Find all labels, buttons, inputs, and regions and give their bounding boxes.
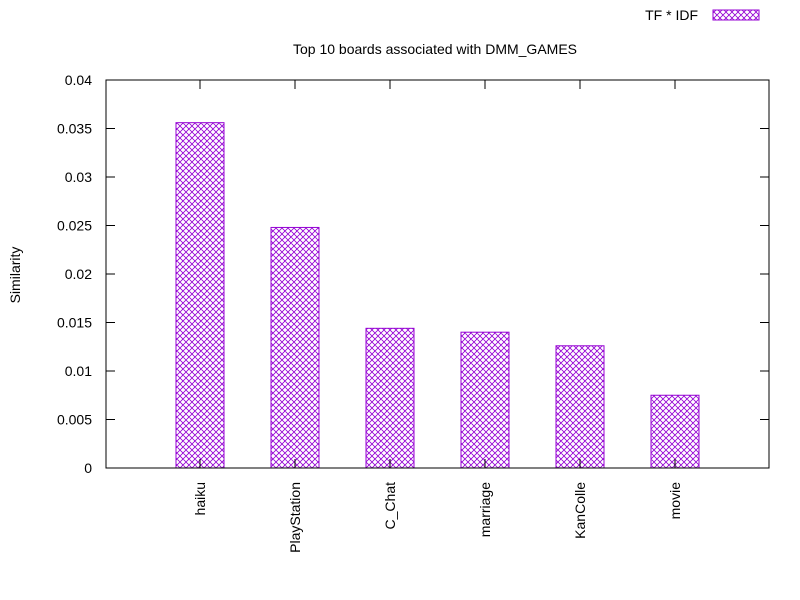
y-tick-label: 0.02 bbox=[65, 266, 92, 282]
bar-c-chat bbox=[365, 327, 415, 469]
bar-haiku bbox=[175, 122, 225, 469]
bar-playstation bbox=[270, 226, 320, 469]
y-tick-label: 0.025 bbox=[57, 218, 92, 234]
bars-group bbox=[175, 122, 700, 469]
bar-kancolle bbox=[555, 345, 605, 469]
x-tick-label: movie bbox=[667, 482, 683, 520]
y-tick-label: 0.015 bbox=[57, 315, 92, 331]
x-tick-label: C_Chat bbox=[382, 482, 398, 530]
x-tick-label: marriage bbox=[477, 482, 493, 537]
y-axis-label: Similarity bbox=[7, 247, 23, 304]
y-tick-label: 0 bbox=[84, 460, 92, 476]
y-tick-label: 0.005 bbox=[57, 412, 92, 428]
x-axis-ticks: haiku PlayStation C_Chat marriage KanColle mo… bbox=[192, 80, 683, 553]
bar-movie bbox=[650, 394, 700, 469]
x-tick-label: haiku bbox=[192, 482, 208, 515]
legend-swatch bbox=[712, 9, 760, 21]
y-tick-label: 0.03 bbox=[65, 169, 92, 185]
legend-label: TF * IDF bbox=[645, 7, 698, 23]
chart-title: Top 10 boards associated with DMM_GAMES bbox=[293, 41, 577, 57]
x-tick-label: PlayStation bbox=[287, 482, 303, 553]
y-tick-label: 0.01 bbox=[65, 363, 92, 379]
legend: TF * IDF bbox=[645, 7, 760, 23]
bar-marriage bbox=[460, 331, 510, 469]
y-axis-ticks: 0 0.005 0.01 0.015 0.02 0.025 0.03 0.035 0.04 bbox=[57, 72, 769, 476]
y-tick-label: 0.035 bbox=[57, 121, 92, 137]
y-tick-label: 0.04 bbox=[65, 72, 92, 88]
plot-frame bbox=[105, 79, 770, 469]
x-tick-label: KanColle bbox=[572, 482, 588, 539]
